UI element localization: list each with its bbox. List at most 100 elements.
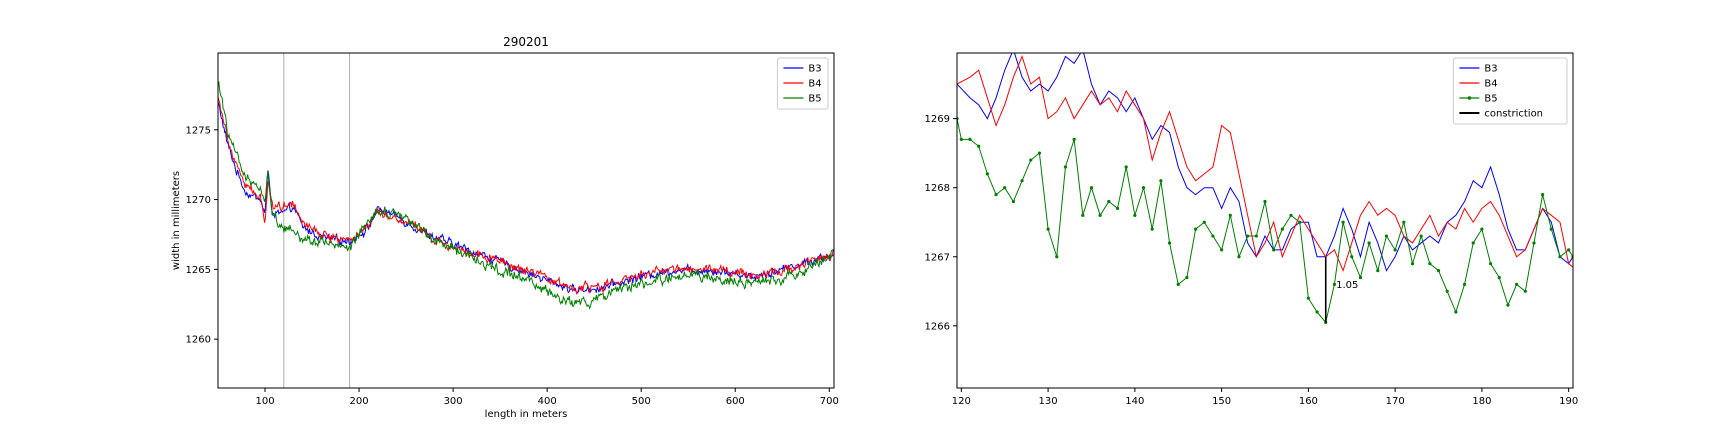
data-point-b5 [1029, 158, 1033, 162]
y-tick-label: 1265 [186, 265, 211, 276]
data-point-b5 [1115, 206, 1120, 211]
data-point-b5 [959, 137, 963, 141]
data-point-b5 [1567, 248, 1571, 252]
data-point-b5 [1384, 234, 1389, 238]
data-point-b5 [1376, 268, 1380, 273]
data-point-b5 [1272, 248, 1276, 252]
data-point-b5 [1185, 275, 1189, 280]
data-point-b5 [1419, 234, 1423, 238]
plot-area-right [957, 53, 1573, 324]
data-point-b5 [1167, 241, 1172, 245]
data-point-b5 [1280, 227, 1284, 231]
data-point-b5 [1202, 220, 1206, 224]
x-tick-label: 170 [1386, 396, 1405, 407]
x-tick-label: 180 [1472, 396, 1491, 407]
data-point-b5 [1332, 282, 1337, 286]
data-point-b5 [1428, 262, 1432, 266]
data-point-b5 [1246, 234, 1250, 238]
data-point-b5 [1107, 199, 1111, 204]
annotations-right: 1.05 [1336, 280, 1358, 291]
data-point-b5 [1549, 227, 1553, 231]
y-tick-label: 1268 [925, 183, 950, 194]
data-point-b5 [1410, 262, 1415, 266]
data-point-b5 [1063, 165, 1068, 169]
x-tick-label: 500 [632, 396, 651, 407]
y-tick-label: 1267 [925, 252, 950, 263]
data-point-b5 [1532, 241, 1536, 245]
y-tick-label: 1275 [186, 125, 211, 136]
data-point-b5 [977, 144, 981, 148]
legend-label: B4 [808, 79, 821, 90]
data-point-b5 [1497, 275, 1501, 280]
legend-label: B3 [808, 64, 821, 75]
data-point-b5 [1462, 282, 1467, 286]
x-tick-label: 140 [1125, 396, 1144, 407]
data-point-b5 [1072, 137, 1076, 141]
x-tick-label: 700 [820, 396, 839, 407]
legend-label: B5 [808, 94, 821, 105]
data-point-b5 [994, 192, 998, 197]
data-point-b5 [1254, 234, 1258, 238]
data-point-b5 [1358, 275, 1363, 280]
data-point-b5 [1488, 262, 1493, 266]
x-tick-label: 400 [538, 396, 557, 407]
data-point-b5 [1193, 227, 1198, 231]
data-point-b5 [1341, 220, 1345, 224]
y-tick-label: 1270 [186, 195, 211, 206]
data-point-b5 [1176, 282, 1180, 286]
data-point-b5 [985, 172, 989, 176]
data-point-b5 [1515, 282, 1519, 286]
data-point-b5 [1220, 248, 1224, 252]
data-point-b5 [1037, 151, 1042, 155]
chart-left: 290201 100 200 300 400 500 600 700 1260 1265 1270… [171, 35, 839, 420]
data-point-b5 [1350, 255, 1354, 259]
data-point-b5 [1046, 227, 1050, 231]
data-point-b5 [1298, 220, 1302, 224]
legend-marker [1467, 96, 1472, 100]
data-point-b5 [1402, 220, 1406, 224]
x-axis-label: length in meters [485, 409, 568, 420]
data-point-b5 [1081, 213, 1085, 217]
axes-frame-right [956, 52, 1574, 389]
data-point-b5 [1445, 289, 1449, 293]
data-point-b5 [1436, 268, 1441, 273]
data-point-b5 [1020, 179, 1024, 183]
data-point-b5 [1003, 186, 1007, 190]
data-point-b5 [1263, 199, 1267, 204]
data-point-b5 [968, 137, 972, 141]
legend-box [1452, 57, 1568, 125]
data-point-b5 [1133, 213, 1137, 217]
series-line-b4 [218, 97, 834, 294]
data-point-b5 [1523, 289, 1527, 293]
data-point-b5 [1471, 241, 1475, 245]
data-point-b5 [1011, 199, 1015, 204]
y-axis-label: width in millimeters [171, 171, 182, 270]
legend-label: constriction [1484, 109, 1543, 120]
plot-area-left [218, 53, 834, 388]
data-point-b5 [1506, 303, 1510, 307]
data-point-b5 [1315, 310, 1319, 314]
data-point-b5 [1558, 255, 1562, 259]
x-tick-label: 200 [350, 396, 369, 407]
data-point-b5 [1541, 192, 1545, 197]
x-tick-label: 300 [444, 396, 463, 407]
y-tick-label: 1266 [925, 321, 950, 332]
x-tick-label: 190 [1559, 396, 1578, 407]
ticks-left: 100 200 300 400 500 600 700 1260 1265 1270 1275 [186, 125, 839, 407]
series-line-b3 [957, 53, 1573, 272]
data-point-b5 [1289, 213, 1293, 217]
data-point-b5 [1098, 213, 1102, 217]
data-point-b5 [1211, 234, 1215, 238]
data-point-b5 [1089, 186, 1094, 190]
data-point-b5 [1480, 227, 1484, 231]
x-tick-label: 120 [952, 396, 971, 407]
data-point-b5 [1454, 310, 1458, 314]
data-point-b5 [1228, 213, 1232, 217]
annotation-label: 1.05 [1336, 280, 1358, 291]
data-point-b5 [1159, 179, 1163, 183]
x-tick-label: 150 [1212, 396, 1231, 407]
legend-label: B5 [1484, 94, 1497, 105]
data-point-b5 [1141, 186, 1146, 190]
x-tick-label: 100 [255, 396, 274, 407]
